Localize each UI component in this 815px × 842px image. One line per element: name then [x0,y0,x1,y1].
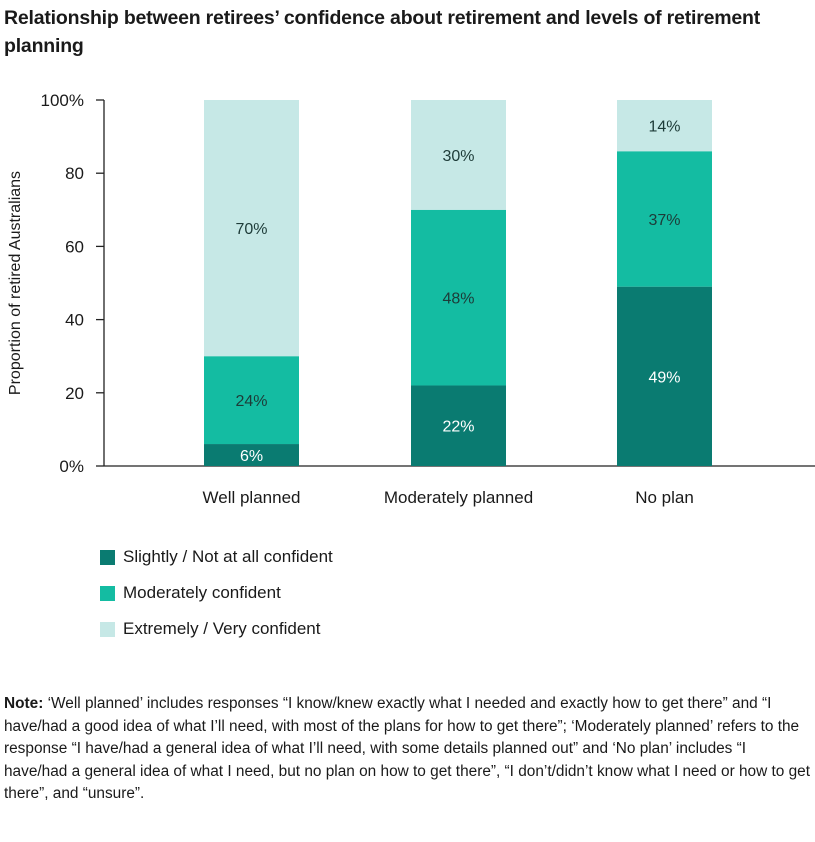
bar-segment [411,100,506,210]
data-label: 48% [442,291,474,308]
data-label: 30% [442,148,474,165]
bar-segment [617,100,712,152]
bar-segment [411,385,506,466]
x-tick-label: Moderately planned [384,488,533,507]
bar-segment [617,286,712,466]
legend-swatch [100,585,115,601]
legend-label: Moderately confident [123,583,281,602]
bar-segment [411,209,506,386]
bar-segment [204,100,299,357]
data-label: 24% [235,393,267,410]
x-tick-label: Well planned [203,488,301,507]
bar-segment [204,356,299,445]
legend-item: Slightly / Not at all confident [100,547,333,567]
note: Note: ‘Well planned’ includes responses … [4,693,812,806]
y-axis-label: Proportion of retired Australians [7,171,24,395]
legend-swatch [100,621,115,637]
data-label: 37% [648,212,680,229]
legend-swatch [100,549,115,565]
data-label: 6% [240,448,263,465]
stacked-bar-chart: 0% 20 40 60 80 100% Proportion of retired Aust… [7,91,815,507]
bar-segment [204,444,299,466]
data-label: 14% [648,119,680,136]
y-tick-label: 40 [65,311,84,330]
legend-item: Moderately confident [100,583,281,603]
note-text: ‘Well planned’ includes responses “I kno… [4,695,810,802]
legend-label: Extremely / Very confident [123,619,321,638]
y-tick-label: 60 [65,237,84,256]
chart-title: Relationship between retirees’ confidenc… [4,7,761,57]
data-label: 22% [442,419,474,436]
y-tick-label: 0% [59,457,84,476]
legend-item: Extremely / Very confident [100,619,320,639]
data-label: 70% [235,221,267,238]
note-label: Note: [4,695,44,712]
bar-segment [617,151,712,287]
y-tick-label: 20 [65,384,84,403]
data-label: 49% [648,369,680,386]
x-tick-label: No plan [635,488,694,507]
y-tick-label: 100% [41,91,84,110]
legend-label: Slightly / Not at all confident [123,547,333,566]
y-tick-label: 80 [65,164,84,183]
